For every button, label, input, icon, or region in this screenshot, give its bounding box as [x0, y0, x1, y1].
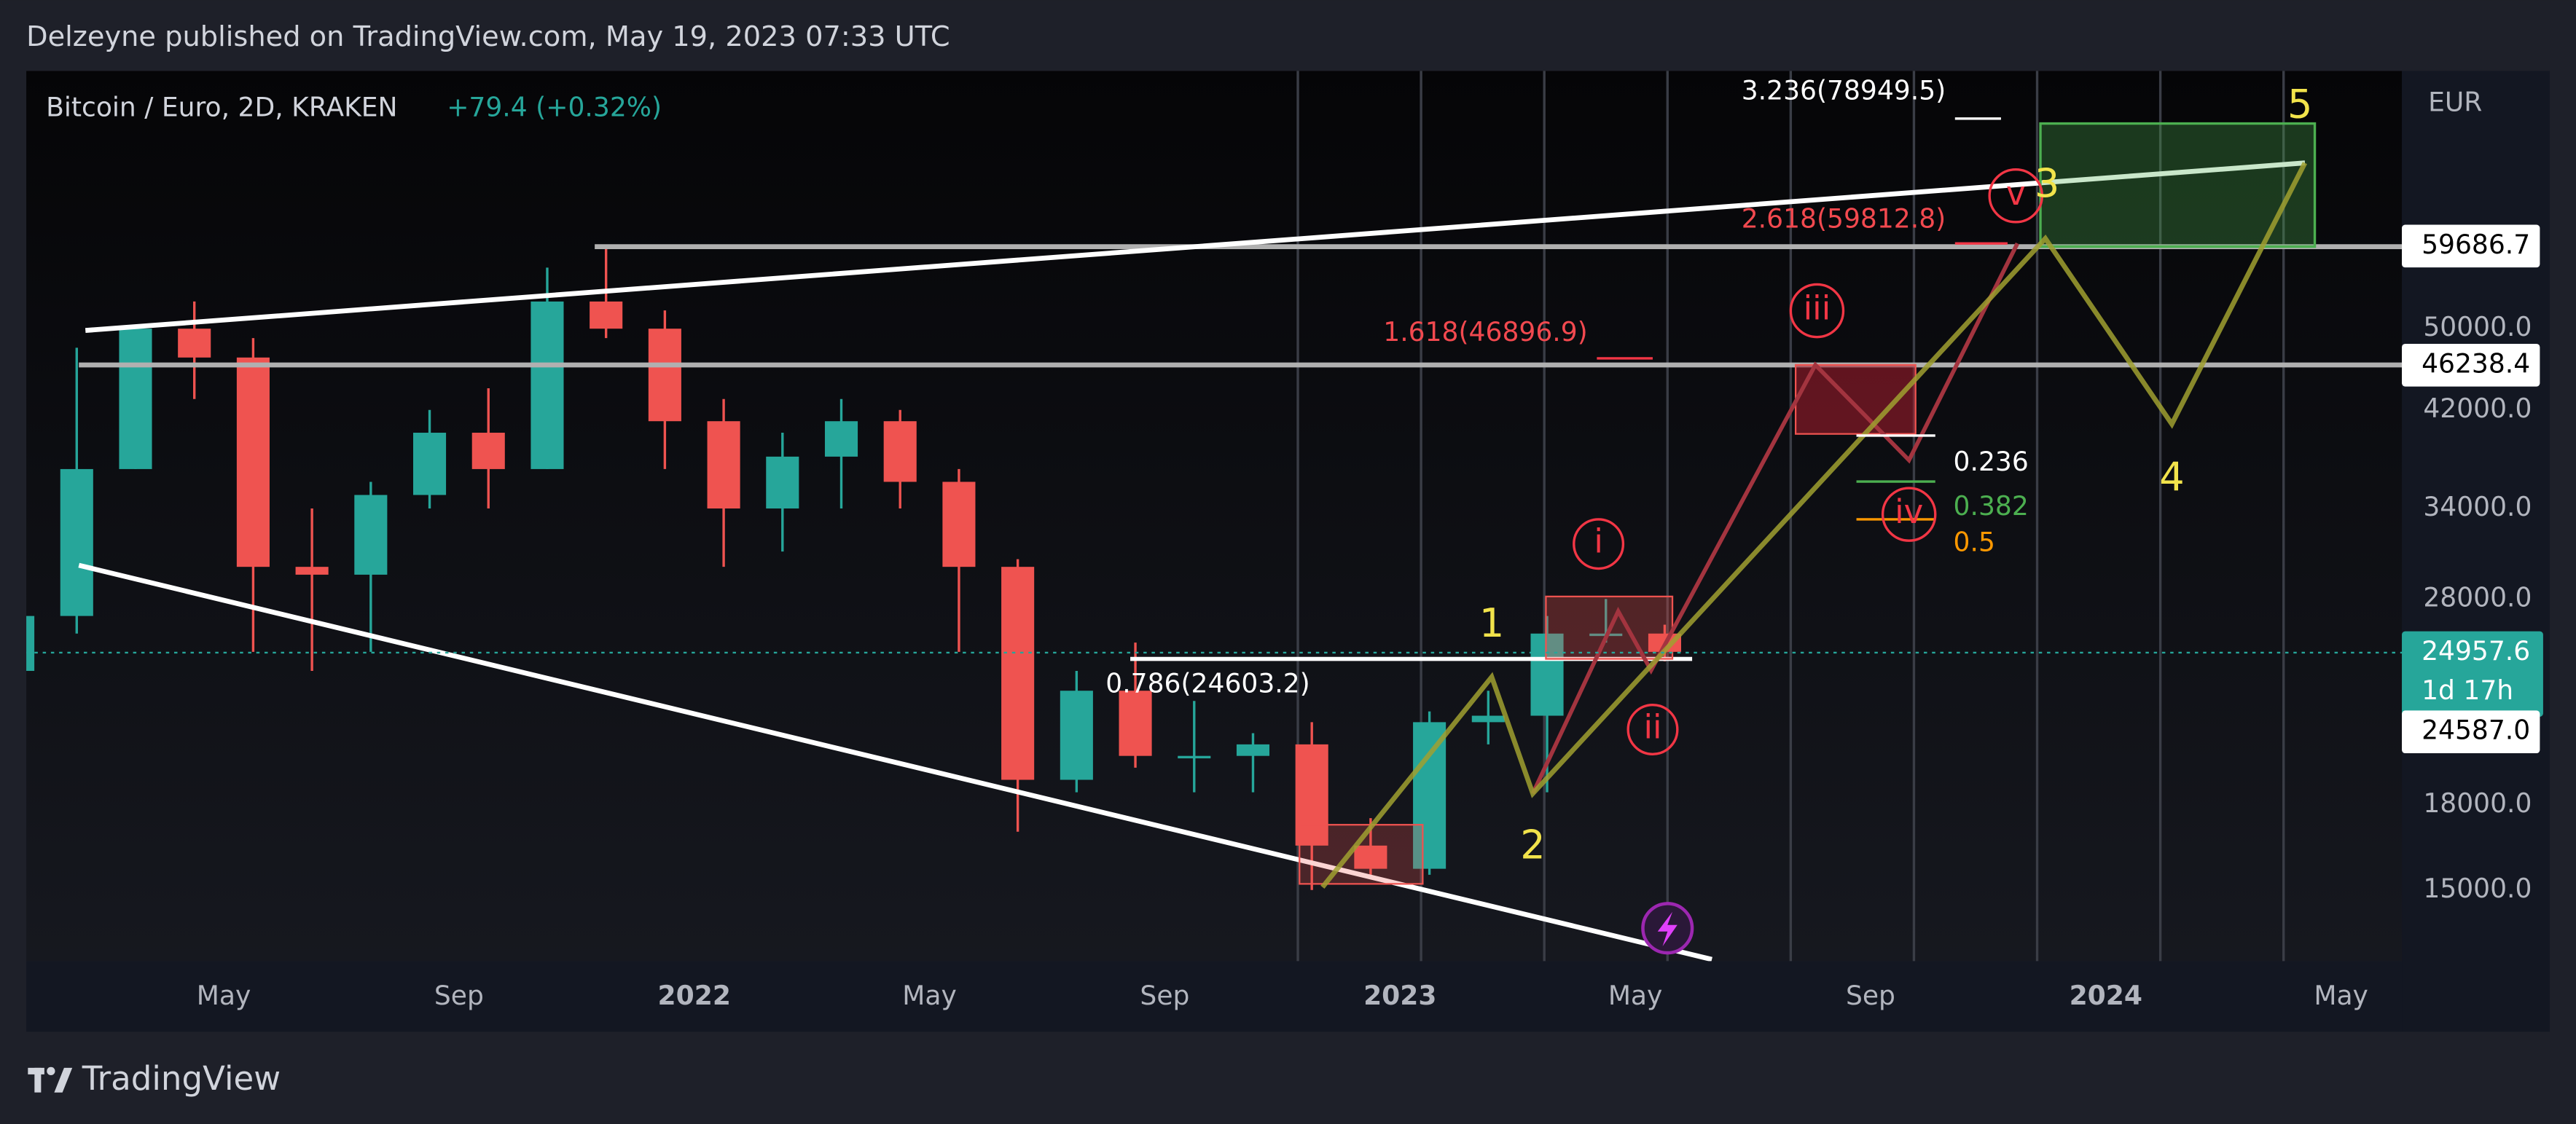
wave-label: 4: [2159, 454, 2184, 500]
candle-body: [1471, 715, 1505, 723]
candle-body: [1178, 755, 1211, 759]
candle-body: [1295, 744, 1328, 846]
candle-body: [354, 495, 388, 575]
fib-label: 0.382: [1954, 491, 2029, 522]
candle-body: [471, 433, 505, 469]
y-tick-label: 28000.0: [2423, 582, 2532, 613]
candle-body: [531, 301, 564, 469]
y-tick-label: 15000.0: [2423, 873, 2532, 904]
y-tick-label: 18000.0: [2423, 788, 2532, 819]
brand-name: TradingView: [82, 1059, 281, 1098]
price-mark-box: [2402, 710, 2540, 754]
y-tick-label: 34000.0: [2423, 492, 2532, 522]
x-tick-label: Sep: [1140, 980, 1189, 1011]
x-tick-label: Sep: [1846, 980, 1895, 1011]
candle-body: [1060, 691, 1093, 780]
countdown: 1d 17h: [2422, 675, 2513, 706]
candle-body: [26, 616, 35, 671]
wave-label: i: [1594, 522, 1603, 561]
candle-body: [707, 421, 740, 509]
wave-label: iii: [1804, 289, 1831, 328]
candles: [26, 245, 1681, 890]
candle-body: [590, 301, 623, 329]
wave-label: 3: [2035, 160, 2059, 206]
x-tick-label: May: [902, 980, 957, 1011]
x-tick-label: Sep: [434, 980, 484, 1011]
drawings: [78, 117, 2403, 962]
candle-body: [883, 421, 917, 482]
fib-label: 0.786(24603.2): [1105, 669, 1310, 699]
x-tick-label: 2022: [658, 980, 731, 1011]
brand-logo: [28, 1066, 73, 1093]
candle-body: [295, 567, 329, 575]
candle-body: [1119, 691, 1152, 756]
candle-body: [1413, 722, 1446, 869]
price-mark: 59686.7: [2422, 229, 2530, 260]
price-mark-box: [2402, 343, 2540, 387]
price-mark: 24587.0: [2422, 715, 2530, 746]
fib-label: 3.236(78949.5): [1742, 76, 1946, 106]
current-price-box: [2402, 631, 2543, 717]
wave-label: iv: [1895, 492, 1923, 531]
symbol-title: Bitcoin / Euro, 2D, KRAKEN: [46, 92, 397, 122]
candle-body: [1236, 744, 1270, 756]
candle-body: [1530, 633, 1564, 716]
candle-body: [60, 468, 93, 616]
wave-label: 1: [1479, 600, 1504, 646]
candle-body: [1354, 845, 1387, 869]
x-tick-label: May: [2314, 980, 2368, 1011]
candle-body: [412, 433, 447, 495]
wave-label: 2: [1520, 822, 1545, 868]
wave-label: ii: [1643, 707, 1661, 746]
price-mark: 46238.4: [2422, 348, 2530, 379]
publish-header: Delzeyne published on TradingView.com, M…: [26, 20, 950, 53]
y-tick-label: 50000.0: [2423, 312, 2532, 342]
candle-body: [766, 456, 799, 509]
wave-label: 5: [2287, 82, 2312, 127]
x-tick-label: May: [1608, 980, 1663, 1011]
current-price: 24957.6: [2422, 636, 2530, 667]
y-tick-label: 42000.0: [2423, 393, 2532, 424]
candle-body: [236, 357, 270, 567]
x-tick-label: 2023: [1363, 980, 1436, 1011]
fib-label: 1.618(46896.9): [1383, 317, 1588, 347]
x-tick-label: 2024: [2070, 980, 2142, 1011]
candle-body: [119, 329, 152, 469]
candle-body: [1001, 567, 1035, 780]
wave-label: v: [2006, 174, 2026, 213]
fib-label: 0.236: [1954, 447, 2029, 477]
candle-body: [824, 421, 858, 457]
fib-label: 0.5: [1954, 527, 1995, 558]
candle-body: [648, 329, 681, 422]
currency: EUR: [2428, 87, 2482, 118]
fib-label: 2.618(59812.8): [1742, 204, 1946, 235]
price-change: +79.4 (+0.32%): [447, 92, 662, 122]
time-axis: [26, 961, 2403, 1032]
candle-body: [178, 329, 211, 358]
x-tick-label: May: [197, 980, 251, 1011]
candle-body: [942, 482, 976, 567]
price-mark-box: [2402, 224, 2540, 268]
